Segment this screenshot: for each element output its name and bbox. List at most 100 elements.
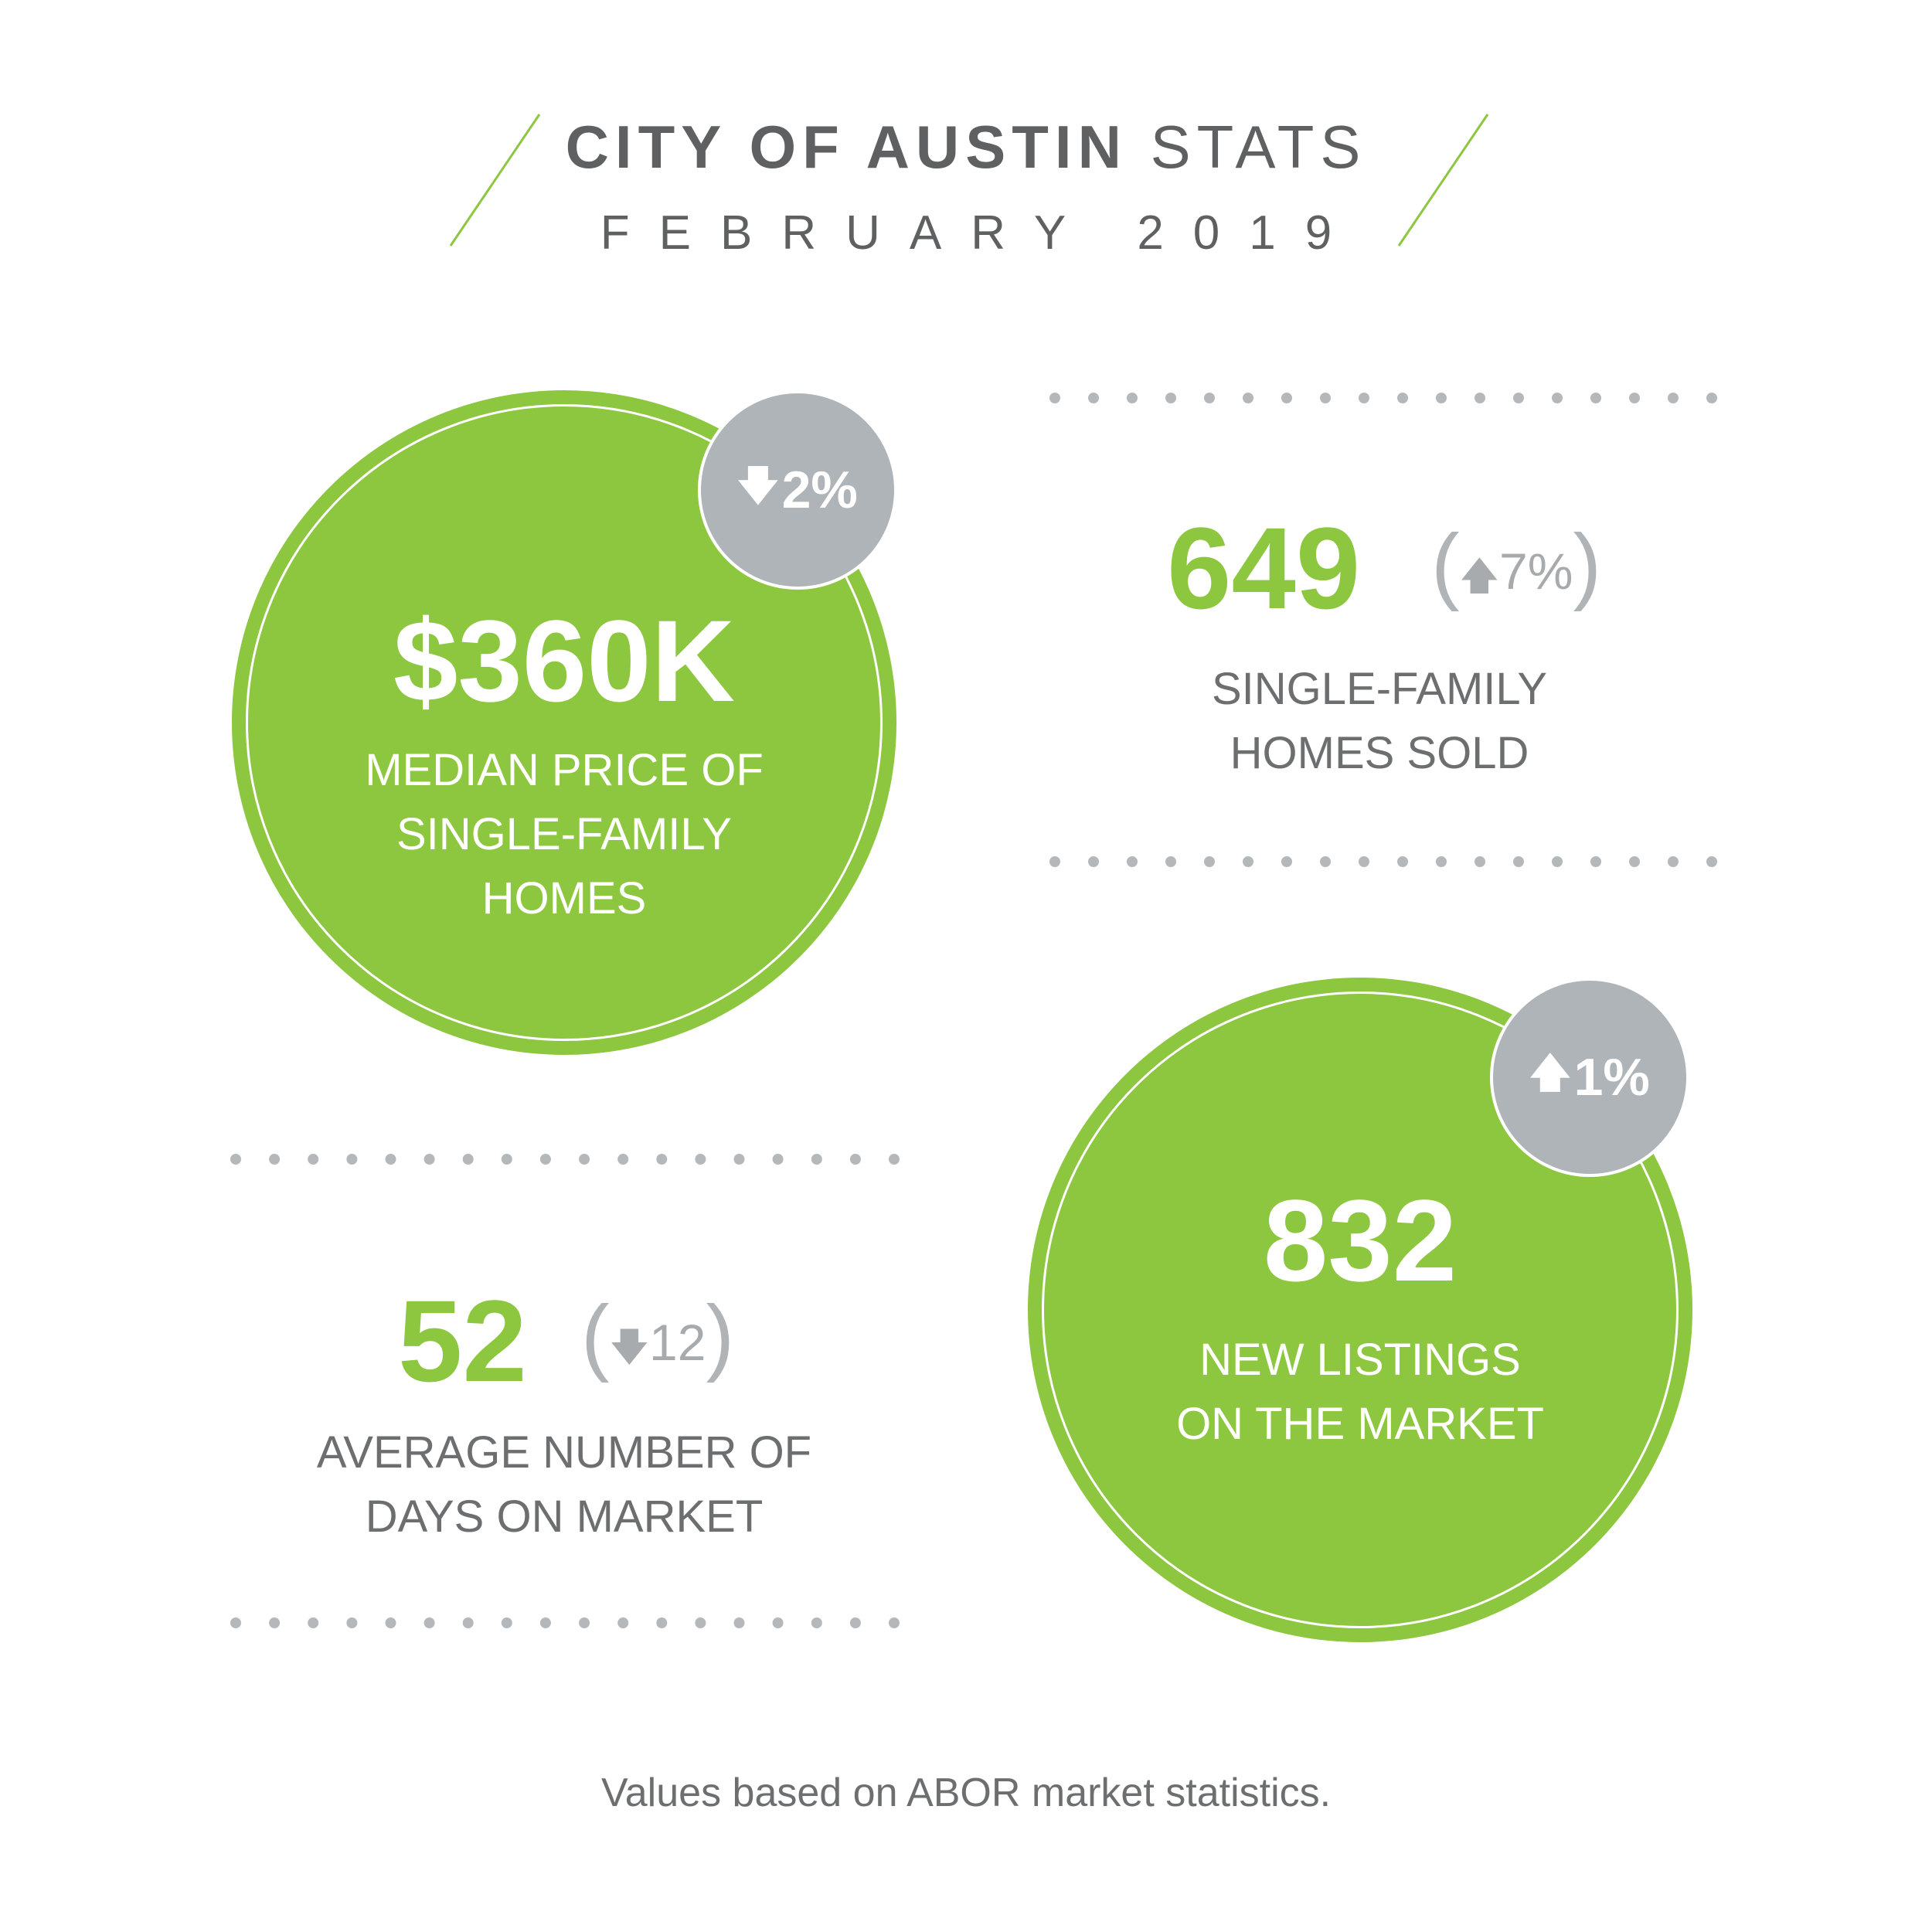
separator-dot bbox=[1204, 856, 1215, 867]
separator-dot bbox=[1513, 856, 1524, 867]
separator-dot bbox=[230, 1154, 241, 1165]
separator-dot bbox=[889, 1617, 900, 1628]
separator-dot bbox=[811, 1617, 822, 1628]
separator-dot bbox=[385, 1154, 396, 1165]
homes-sold-value: 649 bbox=[1167, 503, 1361, 633]
left-slash bbox=[449, 114, 541, 247]
median-price-label: MEDIAN PRICE OF SINGLE-FAMILY HOMES bbox=[365, 745, 764, 923]
separator-dot bbox=[733, 1154, 745, 1165]
separator-dot bbox=[579, 1617, 590, 1628]
title-light: STATS bbox=[1150, 113, 1367, 181]
separator-dot bbox=[269, 1154, 281, 1165]
separator-dot bbox=[346, 1617, 358, 1628]
paren-open-icon: ( bbox=[1431, 517, 1460, 612]
separator-dot bbox=[772, 1617, 784, 1628]
paren-open-icon: ( bbox=[581, 1288, 610, 1383]
page-title: CITY OF AUSTIN STATS bbox=[0, 108, 1932, 185]
separator-dot bbox=[230, 1617, 241, 1628]
separator-dot bbox=[1475, 393, 1485, 403]
separator-dot bbox=[656, 1617, 668, 1628]
days-on-market-headline: 52 (🡇12) bbox=[398, 1279, 784, 1403]
separator-dot bbox=[1127, 393, 1138, 403]
homes-sold-headline: 649 (🡅7%) bbox=[1167, 506, 1631, 630]
median-price-change: 2% bbox=[781, 461, 858, 519]
separator-dot bbox=[1552, 393, 1563, 403]
separator-dot bbox=[1204, 393, 1215, 403]
separator-dot bbox=[1049, 856, 1060, 867]
days-on-market-change: (🡇12) bbox=[581, 1290, 734, 1393]
separator-dot bbox=[539, 1154, 551, 1165]
header-decorations bbox=[449, 114, 1489, 247]
separator-dot bbox=[462, 1154, 474, 1165]
days-on-market-label: AVERAGE NUMBER OF DAYS ON MARKET bbox=[316, 1427, 812, 1542]
separator-dot bbox=[1243, 393, 1253, 403]
separator-dot bbox=[1088, 393, 1099, 403]
separator-dot bbox=[423, 1617, 435, 1628]
dot-row-right-middle bbox=[1049, 856, 1717, 867]
arrow-up-icon: 🡅 bbox=[1529, 1050, 1571, 1096]
separator-dot bbox=[1243, 856, 1253, 867]
separator-dot bbox=[772, 1154, 784, 1165]
separator-dot bbox=[1165, 393, 1176, 403]
days-on-market-value: 52 bbox=[398, 1276, 527, 1406]
arrow-down-icon: 🡇 bbox=[609, 1325, 650, 1369]
separator-dot bbox=[617, 1617, 629, 1628]
page-subtitle: FEBRUARY 2019 bbox=[600, 206, 1362, 260]
new-listings-label: NEW LISTINGS ON THE MARKET bbox=[1176, 1335, 1544, 1449]
separator-dot bbox=[579, 1154, 590, 1165]
separator-dot bbox=[308, 1617, 319, 1628]
separator-dot bbox=[1629, 856, 1640, 867]
dot-row-left-bottom bbox=[230, 1617, 900, 1628]
separator-dot bbox=[1049, 393, 1060, 403]
median-price-ring bbox=[246, 404, 883, 1041]
median-price-change-badge: 🡇 2% bbox=[698, 390, 897, 590]
separator-dot bbox=[1668, 393, 1679, 403]
arrow-up-icon: 🡅 bbox=[1459, 554, 1500, 597]
separator-dot bbox=[1397, 856, 1408, 867]
separator-dot bbox=[1359, 393, 1369, 403]
separator-dot bbox=[1281, 393, 1292, 403]
separator-dot bbox=[1590, 856, 1601, 867]
new-listings-change: 1% bbox=[1573, 1048, 1650, 1107]
separator-dot bbox=[308, 1154, 319, 1165]
separator-dot bbox=[849, 1617, 861, 1628]
separator-dot bbox=[1706, 393, 1717, 403]
separator-dot bbox=[849, 1154, 861, 1165]
separator-dot bbox=[1436, 856, 1447, 867]
separator-dot bbox=[889, 1154, 900, 1165]
separator-dot bbox=[501, 1154, 512, 1165]
separator-dot bbox=[269, 1617, 281, 1628]
separator-dot bbox=[1320, 856, 1331, 867]
separator-dot bbox=[346, 1154, 358, 1165]
paren-close-icon: ) bbox=[706, 1288, 735, 1383]
right-slash bbox=[1397, 114, 1489, 247]
homes-sold-label: SINGLE-FAMILY HOMES SOLD bbox=[1211, 664, 1548, 778]
homes-sold-change-value: 7% bbox=[1499, 543, 1573, 600]
separator-dot bbox=[1320, 393, 1331, 403]
separator-dot bbox=[1513, 393, 1524, 403]
separator-dot bbox=[539, 1617, 551, 1628]
separator-dot bbox=[656, 1154, 668, 1165]
separator-dot bbox=[423, 1154, 435, 1165]
title-bold: CITY OF AUSTIN bbox=[565, 113, 1128, 181]
separator-dot bbox=[462, 1617, 474, 1628]
separator-dot bbox=[1281, 856, 1292, 867]
separator-dot bbox=[1629, 393, 1640, 403]
separator-dot bbox=[1436, 393, 1447, 403]
separator-dot bbox=[695, 1154, 706, 1165]
separator-dot bbox=[1590, 393, 1601, 403]
median-price-value: $360K bbox=[393, 596, 736, 726]
separator-dot bbox=[1552, 856, 1563, 867]
separator-dot bbox=[1706, 856, 1717, 867]
separator-dot bbox=[695, 1617, 706, 1628]
footnote: Values based on ABOR market statistics. bbox=[600, 1770, 1332, 1815]
days-on-market-change-value: 12 bbox=[649, 1314, 706, 1371]
separator-dot bbox=[385, 1617, 396, 1628]
separator-dot bbox=[811, 1154, 822, 1165]
separator-dot bbox=[617, 1154, 629, 1165]
separator-dot bbox=[1088, 856, 1099, 867]
separator-dot bbox=[1475, 856, 1485, 867]
new-listings-ring bbox=[1042, 992, 1679, 1628]
dot-row-right-top bbox=[1049, 393, 1717, 403]
separator-dot bbox=[1359, 856, 1369, 867]
